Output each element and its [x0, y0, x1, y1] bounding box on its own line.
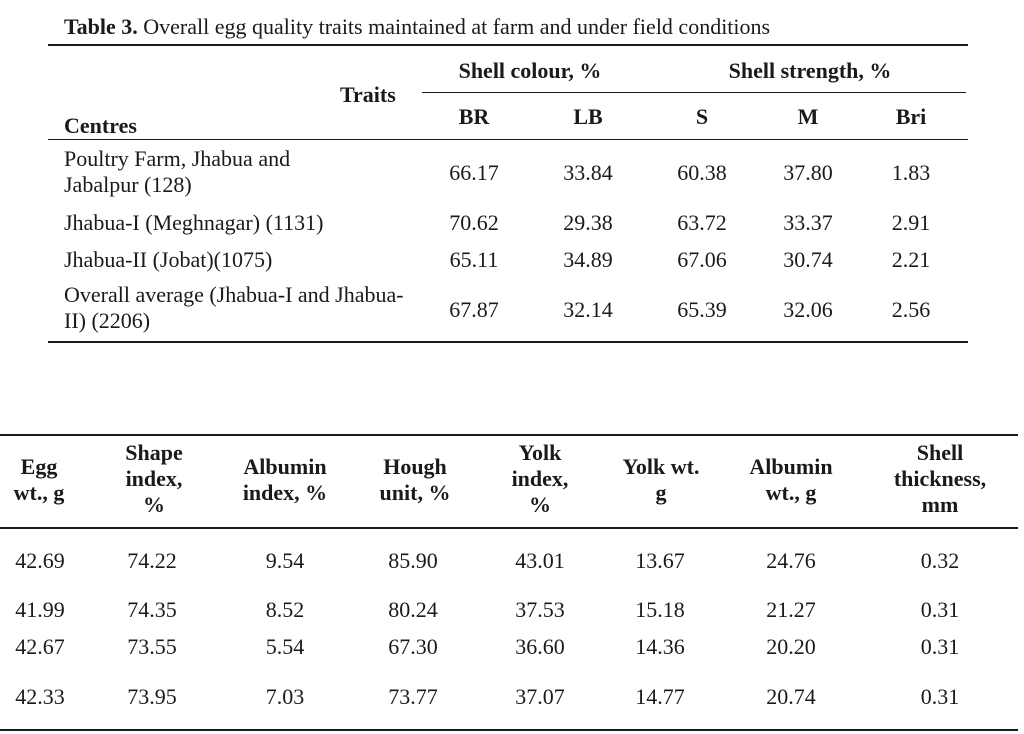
table2-cell: 21.27	[766, 597, 816, 622]
table2-cell: 42.67	[15, 634, 65, 659]
table1-cell: 30.74	[783, 247, 833, 272]
yolk-index-header: Yolk index, %	[511, 440, 569, 517]
table1-cell: 37.80	[783, 160, 833, 185]
table1-cell: 67.87	[449, 297, 499, 322]
table-caption: Table 3. Overall egg quality traits main…	[64, 14, 770, 40]
albumin-index-header: Albumin index, %	[242, 454, 328, 505]
shape-index-header: Shape index, %	[125, 440, 183, 517]
albumin-wt-header: Albumin wt., g	[749, 454, 833, 505]
table1-cell: 34.89	[563, 247, 613, 272]
table2-cell: 73.95	[127, 684, 177, 709]
table1-cell: 2.91	[891, 210, 931, 235]
table1-cell: 32.06	[783, 297, 833, 322]
table1-cell: 66.17	[449, 160, 499, 185]
table2-cell: 0.31	[920, 634, 960, 659]
table2-cell: 36.60	[515, 634, 565, 659]
table1-cell: 60.38	[677, 160, 727, 185]
table1-centre-cell: Poultry Farm, Jhabua and Jabalpur (128)	[64, 146, 291, 197]
table1-top-rule	[48, 44, 968, 46]
col-header-br: BR	[458, 104, 490, 129]
table2-cell: 15.18	[635, 597, 685, 622]
table1-cell: 32.14	[563, 297, 613, 322]
table2-cell: 74.22	[127, 548, 177, 573]
table2-cell: 42.69	[15, 548, 65, 573]
table2-top-rule	[0, 434, 1018, 436]
caption-label: Table 3.	[64, 14, 138, 39]
table2-cell: 14.77	[635, 684, 685, 709]
table2-cell: 9.54	[265, 548, 305, 573]
table1-cell: 65.11	[449, 247, 499, 272]
table1-cell: 29.38	[563, 210, 613, 235]
table2-cell: 73.77	[388, 684, 438, 709]
yolk-wt-header: Yolk wt. g	[622, 454, 700, 505]
table2-cell: 37.07	[515, 684, 565, 709]
table2-cell: 24.76	[766, 548, 816, 573]
table1-cell: 70.62	[449, 210, 499, 235]
table1-cell: 33.37	[783, 210, 833, 235]
table2-cell: 67.30	[388, 634, 438, 659]
table2-cell: 0.31	[920, 684, 960, 709]
col-header-s: S	[695, 104, 709, 129]
col-header-lb: LB	[573, 104, 603, 129]
table2-cell: 14.36	[635, 634, 685, 659]
table1-cell: 65.39	[677, 297, 727, 322]
shell-colour-header: Shell colour, %	[458, 58, 602, 83]
col-header-bri: Bri	[895, 104, 927, 129]
table1-group-rule	[422, 92, 966, 93]
table1-cell: 2.56	[891, 297, 931, 322]
table1-cell: 1.83	[891, 160, 931, 185]
shell-thickness-header: Shell thickness, mm	[893, 440, 987, 517]
table2-header-rule	[0, 527, 1018, 529]
table2-cell: 74.35	[127, 597, 177, 622]
table2-cell: 73.55	[127, 634, 177, 659]
col-header-m: M	[797, 104, 819, 129]
hough-unit-header: Hough unit, %	[379, 454, 451, 505]
egg-wt-header: Egg wt., g	[13, 454, 65, 505]
traits-header: Traits	[340, 82, 396, 107]
table2-cell: 8.52	[265, 597, 305, 622]
table2-cell: 37.53	[515, 597, 565, 622]
shell-strength-header: Shell strength, %	[728, 58, 892, 83]
table2-cell: 0.31	[920, 597, 960, 622]
table1-cell: 63.72	[677, 210, 727, 235]
table2-cell: 43.01	[515, 548, 565, 573]
table1-header-rule	[48, 139, 968, 140]
centres-header: Centres	[64, 113, 137, 138]
table2-cell: 7.03	[265, 684, 305, 709]
table2-cell: 5.54	[265, 634, 305, 659]
table2-cell: 13.67	[635, 548, 685, 573]
table2-cell: 0.32	[920, 548, 960, 573]
table2-cell: 20.74	[766, 684, 816, 709]
table1-cell: 67.06	[677, 247, 727, 272]
table2-cell: 41.99	[15, 597, 65, 622]
table1-centre-cell: Jhabua-II (Jobat)(1075)	[64, 247, 273, 272]
table2-cell: 42.33	[15, 684, 65, 709]
table1-centre-cell: Jhabua-I (Meghnagar) (1131)	[64, 210, 324, 235]
table2-bottom-rule	[0, 729, 1018, 731]
table1-bottom-rule	[48, 341, 968, 343]
table1-cell: 33.84	[563, 160, 613, 185]
caption-text: Overall egg quality traits maintained at…	[137, 14, 771, 39]
table2-cell: 20.20	[766, 634, 816, 659]
table2-cell: 85.90	[388, 548, 438, 573]
table1-cell: 2.21	[891, 247, 931, 272]
table1-centre-cell: Overall average (Jhabua-I and Jhabua-II)…	[64, 282, 404, 333]
table2-cell: 80.24	[388, 597, 438, 622]
